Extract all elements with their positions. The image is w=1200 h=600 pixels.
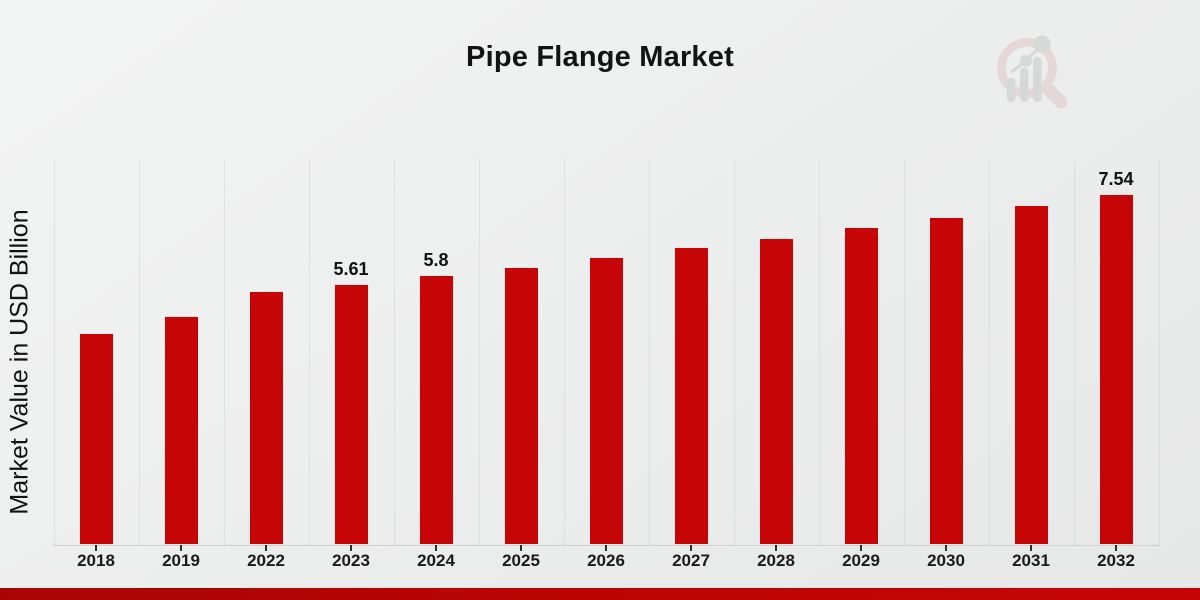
- bar-value-label-2024: 5.8: [423, 250, 449, 270]
- gridline: [223, 158, 225, 545]
- logo-bar-medium: [1020, 68, 1029, 102]
- x-axis-tick-2018: [95, 545, 97, 551]
- bar-2018: [78, 333, 114, 545]
- gridline: [1158, 158, 1160, 545]
- x-axis-label-2019: 2019: [162, 551, 200, 570]
- bar-2030: [928, 217, 964, 545]
- bar-2027: [673, 247, 709, 545]
- gridline: [478, 158, 480, 545]
- x-axis-label-2028: 2028: [757, 551, 795, 570]
- logo-bar-large: [1033, 57, 1042, 102]
- x-axis-tick-2031: [1030, 545, 1032, 551]
- x-axis-tick-2029: [860, 545, 862, 551]
- x-axis-label-2027: 2027: [672, 551, 710, 570]
- x-axis-label-2024: 2024: [417, 551, 455, 570]
- gridline: [903, 158, 905, 545]
- x-axis-tick-2025: [520, 545, 522, 551]
- x-axis-label-2022: 2022: [247, 551, 285, 570]
- x-axis-label-2032: 2032: [1097, 551, 1135, 570]
- bar-2022: [248, 291, 284, 545]
- x-axis-label-2029: 2029: [842, 551, 880, 570]
- x-axis-tick-2023: [350, 545, 352, 551]
- x-axis-tick-2019: [180, 545, 182, 551]
- bar-2024: [418, 275, 454, 545]
- x-axis-label-2023: 2023: [332, 551, 370, 570]
- bar-2032: [1098, 194, 1134, 545]
- bar-value-label-2032: 7.54: [1098, 169, 1134, 189]
- gridline: [53, 158, 55, 545]
- x-axis-tick-2028: [775, 545, 777, 551]
- bar-value-label-2023: 5.61: [333, 259, 369, 279]
- footer-accent-bar: [0, 588, 1200, 600]
- logo-trend-dot-mid: [1020, 55, 1032, 67]
- magnifier-bar-chart-logo-icon: [997, 35, 1068, 109]
- bar-2028: [758, 238, 794, 545]
- gridline: [563, 158, 565, 545]
- bar-2031: [1013, 205, 1049, 545]
- chart-title: Pipe Flange Market: [466, 41, 734, 73]
- gridline: [1073, 158, 1075, 545]
- x-axis-label-2031: 2031: [1012, 551, 1050, 570]
- x-axis-tick-2026: [605, 545, 607, 551]
- x-axis-label-2025: 2025: [502, 551, 540, 570]
- x-axis-label-2026: 2026: [587, 551, 625, 570]
- logo-bar-small: [1007, 78, 1016, 102]
- gridline: [988, 158, 990, 545]
- bar-2029: [843, 227, 879, 545]
- x-axis-tick-2024: [435, 545, 437, 551]
- magnifier-handle: [1043, 84, 1068, 109]
- bar-2026: [588, 257, 624, 545]
- gridline: [308, 158, 310, 545]
- bar-2019: [163, 316, 199, 545]
- gridline: [733, 158, 735, 545]
- x-axis-tick-2027: [690, 545, 692, 551]
- x-axis-label-2030: 2030: [927, 551, 965, 570]
- bar-2023: [333, 284, 369, 545]
- x-axis-tick-2032: [1115, 545, 1117, 551]
- logo-trend-dot-top: [1033, 35, 1051, 53]
- x-axis-tick-2022: [265, 545, 267, 551]
- x-axis-tick-2030: [945, 545, 947, 551]
- gridline: [138, 158, 140, 545]
- gridline: [818, 158, 820, 545]
- x-axis-label-2018: 2018: [77, 551, 115, 570]
- bar-2025: [503, 267, 539, 545]
- gridline: [648, 158, 650, 545]
- gridline: [393, 158, 395, 545]
